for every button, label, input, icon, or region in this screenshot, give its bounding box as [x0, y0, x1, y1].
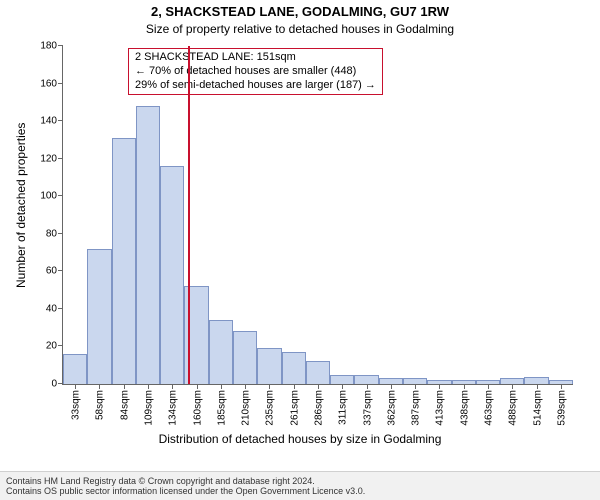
x-tick-mark — [464, 384, 465, 389]
x-tick-label: 362sqm — [384, 390, 397, 426]
histogram-bar — [330, 375, 354, 384]
x-tick-mark — [197, 384, 198, 389]
y-tick-label: 120 — [40, 153, 63, 164]
y-tick-mark — [58, 195, 63, 196]
x-tick-mark — [318, 384, 319, 389]
histogram-bar — [282, 352, 306, 384]
x-tick-label: 514sqm — [530, 390, 543, 426]
x-tick-mark — [561, 384, 562, 389]
x-tick-mark — [172, 384, 173, 389]
x-tick-label: 84sqm — [117, 390, 130, 420]
x-tick-label: 337sqm — [360, 390, 373, 426]
x-tick-label: 286sqm — [312, 390, 325, 426]
x-tick-mark — [245, 384, 246, 389]
y-tick-label: 100 — [40, 191, 63, 202]
x-tick-mark — [294, 384, 295, 389]
footer-line: Contains HM Land Registry data © Crown c… — [6, 476, 594, 486]
histogram-bar — [63, 354, 87, 384]
y-tick-label: 60 — [46, 266, 63, 277]
y-tick-label: 140 — [40, 116, 63, 127]
x-tick-label: 413sqm — [433, 390, 446, 426]
x-tick-mark — [439, 384, 440, 389]
histogram-bar — [136, 106, 160, 384]
y-tick-mark — [58, 345, 63, 346]
y-tick-label: 20 — [46, 341, 63, 352]
y-tick-label: 160 — [40, 78, 63, 89]
x-tick-mark — [221, 384, 222, 389]
y-tick-mark — [58, 83, 63, 84]
chart-subtitle: Size of property relative to detached ho… — [0, 22, 600, 36]
y-tick-mark — [58, 120, 63, 121]
reference-line — [188, 46, 190, 384]
x-tick-label: 235sqm — [263, 390, 276, 426]
annotation-line: ← 70% of detached houses are smaller (44… — [135, 65, 376, 79]
x-tick-label: 160sqm — [190, 390, 203, 426]
x-tick-label: 387sqm — [409, 390, 422, 426]
histogram-bar — [87, 249, 111, 384]
x-tick-label: 488sqm — [506, 390, 519, 426]
x-tick-label: 210sqm — [239, 390, 252, 426]
y-tick-label: 80 — [46, 228, 63, 239]
annotation-line: 2 SHACKSTEAD LANE: 151sqm — [135, 51, 376, 65]
histogram-bar — [160, 166, 184, 384]
x-axis-label: Distribution of detached houses by size … — [0, 432, 600, 446]
x-tick-mark — [512, 384, 513, 389]
y-tick-mark — [58, 45, 63, 46]
x-tick-mark — [537, 384, 538, 389]
histogram-bar — [257, 348, 281, 384]
x-tick-label: 58sqm — [93, 390, 106, 420]
histogram-bar — [524, 377, 548, 385]
x-tick-mark — [75, 384, 76, 389]
x-tick-label: 134sqm — [166, 390, 179, 426]
histogram-bar — [306, 361, 330, 384]
plot-area: 2 SHACKSTEAD LANE: 151sqm ← 70% of detac… — [62, 46, 573, 385]
y-tick-mark — [58, 308, 63, 309]
y-tick-label: 40 — [46, 303, 63, 314]
x-tick-mark — [391, 384, 392, 389]
chart-title: 2, SHACKSTEAD LANE, GODALMING, GU7 1RW — [0, 4, 600, 19]
x-tick-label: 33sqm — [69, 390, 82, 420]
x-tick-mark — [148, 384, 149, 389]
chart-container: { "chart": { "type": "histogram", "title… — [0, 0, 600, 500]
x-tick-label: 539sqm — [554, 390, 567, 426]
y-axis-label: Number of detached properties — [14, 123, 28, 288]
x-tick-mark — [269, 384, 270, 389]
footer: Contains HM Land Registry data © Crown c… — [0, 471, 600, 500]
histogram-bar — [354, 375, 378, 384]
x-tick-mark — [367, 384, 368, 389]
annotation-box: 2 SHACKSTEAD LANE: 151sqm ← 70% of detac… — [128, 48, 383, 95]
x-tick-mark — [342, 384, 343, 389]
x-tick-mark — [99, 384, 100, 389]
y-tick-mark — [58, 270, 63, 271]
x-tick-label: 311sqm — [336, 390, 349, 425]
footer-line: Contains OS public sector information li… — [6, 486, 594, 496]
y-tick-label: 180 — [40, 41, 63, 52]
x-tick-label: 438sqm — [457, 390, 470, 426]
x-tick-mark — [488, 384, 489, 389]
x-tick-label: 261sqm — [287, 390, 300, 426]
histogram-bar — [233, 331, 257, 384]
histogram-bar — [209, 320, 233, 384]
y-tick-mark — [58, 233, 63, 234]
x-tick-mark — [415, 384, 416, 389]
y-tick-label: 0 — [51, 379, 63, 390]
histogram-bar — [112, 138, 136, 384]
x-tick-label: 185sqm — [214, 390, 227, 426]
x-tick-mark — [124, 384, 125, 389]
x-tick-label: 463sqm — [482, 390, 495, 426]
annotation-line: 29% of semi-detached houses are larger (… — [135, 79, 376, 93]
x-tick-label: 109sqm — [142, 390, 155, 426]
y-tick-mark — [58, 158, 63, 159]
